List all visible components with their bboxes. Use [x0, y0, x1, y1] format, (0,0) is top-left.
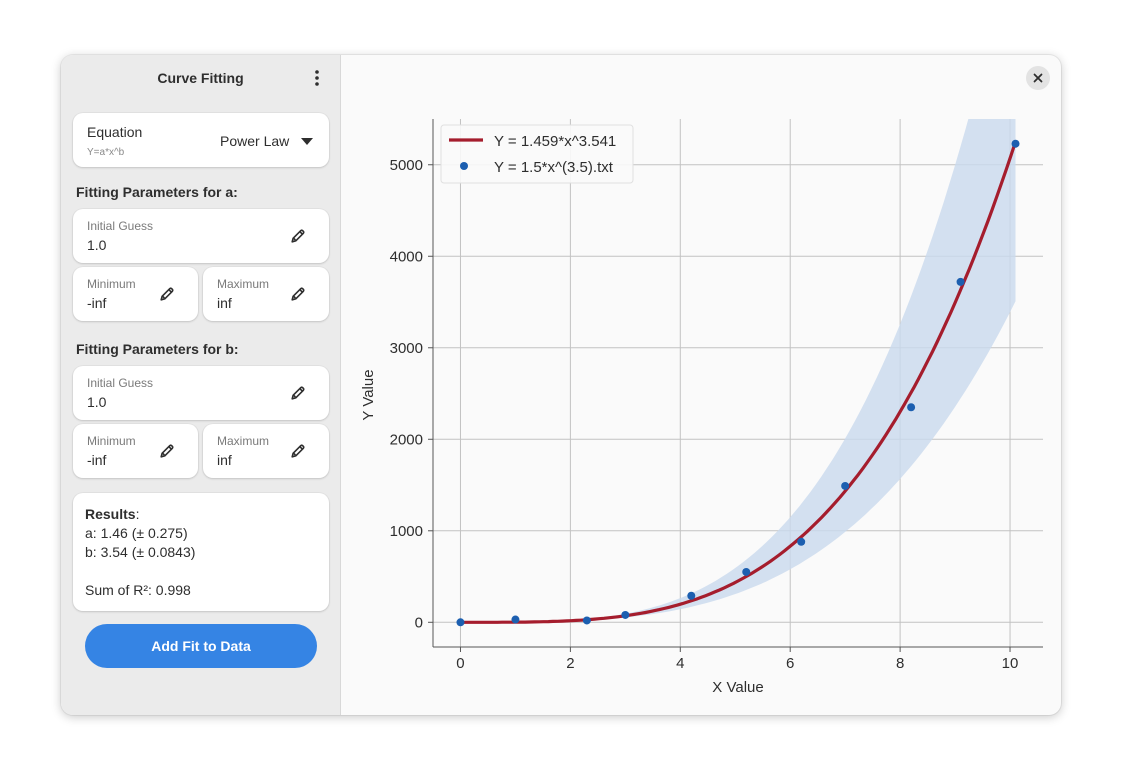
add-fit-button[interactable]: Add Fit to Data [85, 624, 317, 668]
result-r2: Sum of R²: 0.998 [85, 582, 191, 598]
result-a: a: 1.46 (± 0.275) [85, 525, 188, 541]
results-spacer [85, 562, 195, 581]
x-axis-label: X Value [712, 679, 763, 696]
fit-line [460, 141, 1018, 624]
legend-label-data: Y = 1.5*x^(3.5).txt [494, 159, 614, 176]
maximum-b-field[interactable]: Maximum inf [203, 424, 329, 478]
x-tick-label: 2 [566, 655, 574, 672]
edit-icon[interactable] [159, 443, 175, 459]
y-tick-label: 3000 [390, 340, 423, 357]
y-tick-label: 0 [415, 614, 423, 631]
params-b-heading: Fitting Parameters for b: [76, 341, 239, 357]
x-tick-label: 4 [676, 655, 684, 672]
data-point [511, 615, 520, 624]
x-tick-label: 6 [786, 655, 794, 672]
y-tick-label: 5000 [390, 157, 423, 174]
edit-icon[interactable] [290, 443, 306, 459]
fit-plot[interactable]: 0 2 4 6 8 10 0 1000 2000 3000 4000 5000 X Value Y Val… [341, 55, 1061, 715]
legend-point-swatch [460, 162, 468, 170]
y-tick-label: 4000 [390, 248, 423, 265]
close-icon[interactable] [1026, 66, 1050, 90]
legend-box [440, 124, 634, 184]
y-axis-label: Y Value [360, 369, 377, 420]
equation-formula: Y=a*x^b [87, 147, 125, 158]
field-value: inf [217, 295, 232, 311]
field-label: Maximum [217, 277, 270, 291]
params-a-heading: Fitting Parameters for a: [76, 184, 238, 200]
confidence-band [460, 119, 1016, 623]
x-tick-label: 0 [456, 655, 464, 672]
equation-label: Equation [87, 124, 143, 140]
field-label: Initial Guess [87, 219, 154, 233]
field-value: -inf [87, 452, 107, 468]
results-heading: Results [85, 506, 136, 522]
results-colon: : [135, 506, 140, 522]
maximum-a-field[interactable]: Maximum inf [203, 267, 329, 321]
data-point [621, 610, 630, 619]
results-heading-line: Results: [85, 505, 195, 524]
data-point [841, 481, 850, 490]
minimum-a-field[interactable]: Minimum -inf [73, 267, 198, 321]
field-label: Initial Guess [87, 376, 154, 390]
field-label: Minimum [87, 277, 136, 291]
initial-guess-a-field[interactable]: Initial Guess 1.0 [73, 209, 329, 263]
equation-dropdown[interactable]: Equation Y=a*x^b Power Law [73, 113, 329, 167]
initial-guess-b-field[interactable]: Initial Guess 1.0 [73, 366, 329, 420]
equation-selected-value: Power Law [220, 133, 290, 149]
data-point [797, 537, 806, 546]
data-point [456, 618, 465, 627]
pan-down-icon [301, 138, 313, 145]
view-more-icon[interactable] [304, 67, 330, 89]
data-point [582, 616, 591, 625]
data-point [907, 403, 916, 412]
data-point [956, 277, 965, 286]
x-tick-label: 10 [1002, 655, 1019, 672]
results-card: Results: a: 1.46 (± 0.275) b: 3.54 (± 0.… [73, 493, 329, 611]
x-tick-label: 8 [896, 655, 904, 672]
field-value: inf [217, 452, 232, 468]
sidebar: Curve Fitting Equation Y=a*x^b Power Law… [61, 55, 341, 715]
edit-icon[interactable] [290, 385, 306, 401]
data-point [687, 591, 696, 600]
field-value: 1.0 [87, 237, 107, 253]
legend-label-fit: Y = 1.459*x^3.541 [494, 133, 616, 150]
minimum-b-field[interactable]: Minimum -inf [73, 424, 198, 478]
curve-fitting-window: Curve Fitting Equation Y=a*x^b Power Law… [61, 55, 1061, 715]
y-tick-label: 2000 [390, 431, 423, 448]
y-tick-label: 1000 [390, 523, 423, 540]
field-label: Minimum [87, 434, 136, 448]
field-value: -inf [87, 295, 107, 311]
field-value: 1.0 [87, 394, 107, 410]
data-point [742, 567, 751, 576]
edit-icon[interactable] [159, 286, 175, 302]
sidebar-title: Curve Fitting [157, 70, 244, 86]
edit-icon[interactable] [290, 228, 306, 244]
result-b: b: 3.54 (± 0.0843) [85, 544, 196, 560]
edit-icon[interactable] [290, 286, 306, 302]
data-point [1011, 139, 1020, 148]
field-label: Maximum [217, 434, 270, 448]
